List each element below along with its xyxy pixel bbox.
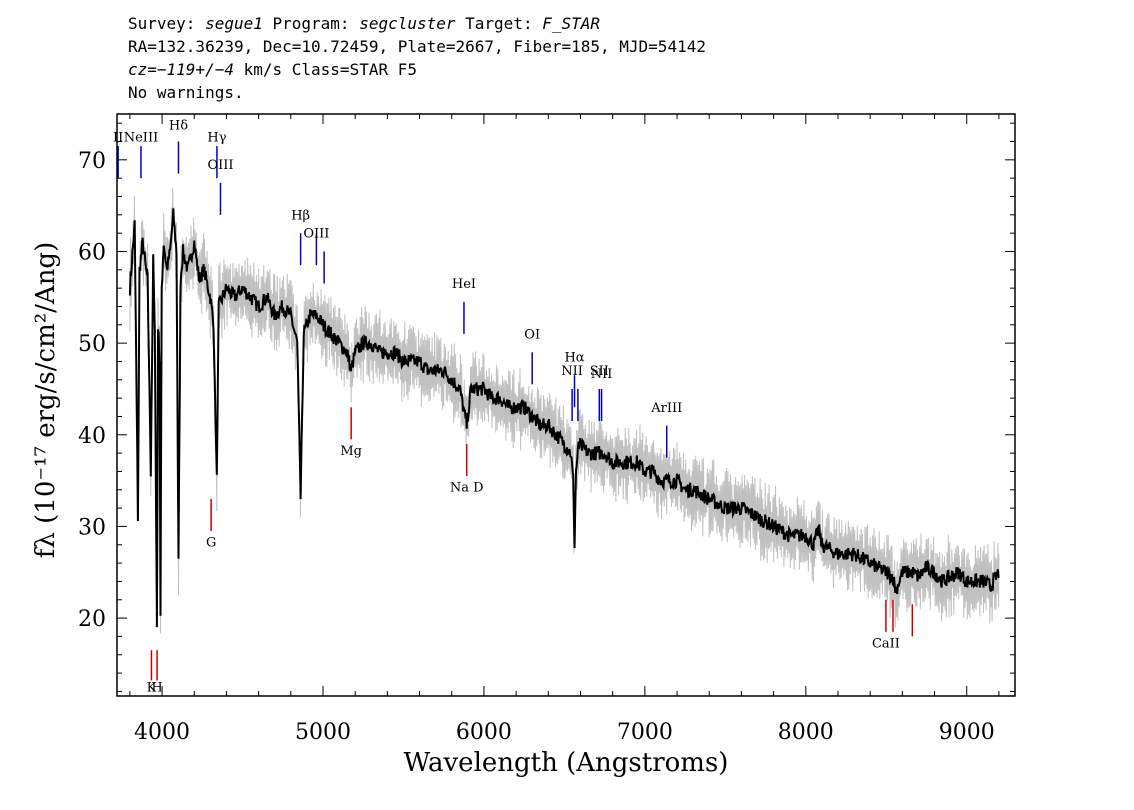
absorption-line-label: G	[206, 536, 216, 551]
y-tick-label: 20	[78, 607, 106, 632]
flux-series	[128, 208, 1000, 628]
y-axis-title: fλ (10⁻¹⁷ erg/s/cm²/Ang)	[31, 242, 61, 558]
error-line	[129, 187, 1000, 634]
emission-line-label: NeIII	[124, 130, 158, 145]
x-tick-label: 7000	[617, 720, 673, 745]
emission-line-label: Hγ	[207, 130, 226, 145]
header-line-redshift: cz=−119+/−4 km/s Class=STAR F5	[128, 58, 1088, 81]
emission-line-label: Hβ	[291, 208, 310, 223]
emission-line-label: NII	[561, 364, 583, 379]
x-tick-label: 8000	[778, 720, 834, 745]
redshift-value: cz=−119+/−4	[128, 60, 234, 79]
emission-line-label: NII	[591, 367, 613, 382]
x-tick-label: 5000	[295, 720, 351, 745]
target-label: Target:	[455, 14, 543, 33]
absorption-line-label: H	[151, 680, 162, 695]
survey-value: segue1	[205, 14, 263, 33]
header-line-survey: Survey: segue1 Program: segcluster Targe…	[128, 12, 1088, 35]
y-tick-label: 50	[78, 332, 106, 357]
survey-label: Survey:	[128, 14, 206, 33]
emission-line-label: OIII	[207, 158, 233, 173]
spectrum-header: Survey: segue1 Program: segcluster Targe…	[128, 12, 1088, 104]
header-line-warnings: No warnings.	[128, 83, 244, 102]
emission-line-label: SII	[590, 364, 609, 379]
absorption-line-label: CaII	[872, 636, 900, 651]
x-tick-label: 9000	[939, 720, 995, 745]
plot-frame	[116, 113, 1016, 697]
target-value: F_STAR	[542, 14, 601, 33]
emission-line-label: HeI	[452, 277, 476, 292]
y-tick-label: 60	[78, 240, 106, 265]
emission-line-label: Hα	[564, 350, 584, 365]
class-value: km/s Class=STAR F5	[233, 60, 417, 79]
y-tick-label: 40	[78, 424, 106, 449]
y-axis: 20 30 40 50 60 70	[78, 122, 1015, 692]
emission-line-label: II	[113, 130, 123, 145]
x-axis: 4000 5000 6000 7000 8000 9000	[129, 114, 1000, 745]
x-axis-title: Wavelength (Angstroms)	[404, 748, 729, 778]
absorption-line-label: Na D	[450, 481, 484, 496]
emission-line-label: OIII	[303, 227, 329, 242]
y-tick-label: 70	[78, 149, 106, 174]
emission-line-label: OI	[524, 328, 540, 343]
x-tick-label: 4000	[134, 720, 190, 745]
emission-line-label: ArIII	[650, 401, 682, 416]
error-band	[129, 187, 1000, 634]
program-label: Program:	[262, 14, 360, 33]
program-value: segcluster	[359, 14, 456, 33]
absorption-line-label: Mg	[340, 444, 362, 459]
x-tick-label: 6000	[456, 720, 512, 745]
emission-line-label: Hδ	[169, 119, 188, 134]
y-tick-label: 30	[78, 515, 106, 540]
flux-line	[128, 208, 1000, 628]
absorption-line-label: K	[147, 680, 157, 695]
header-line-coordinates: RA=132.36239, Dec=10.72459, Plate=2667, …	[128, 37, 706, 56]
